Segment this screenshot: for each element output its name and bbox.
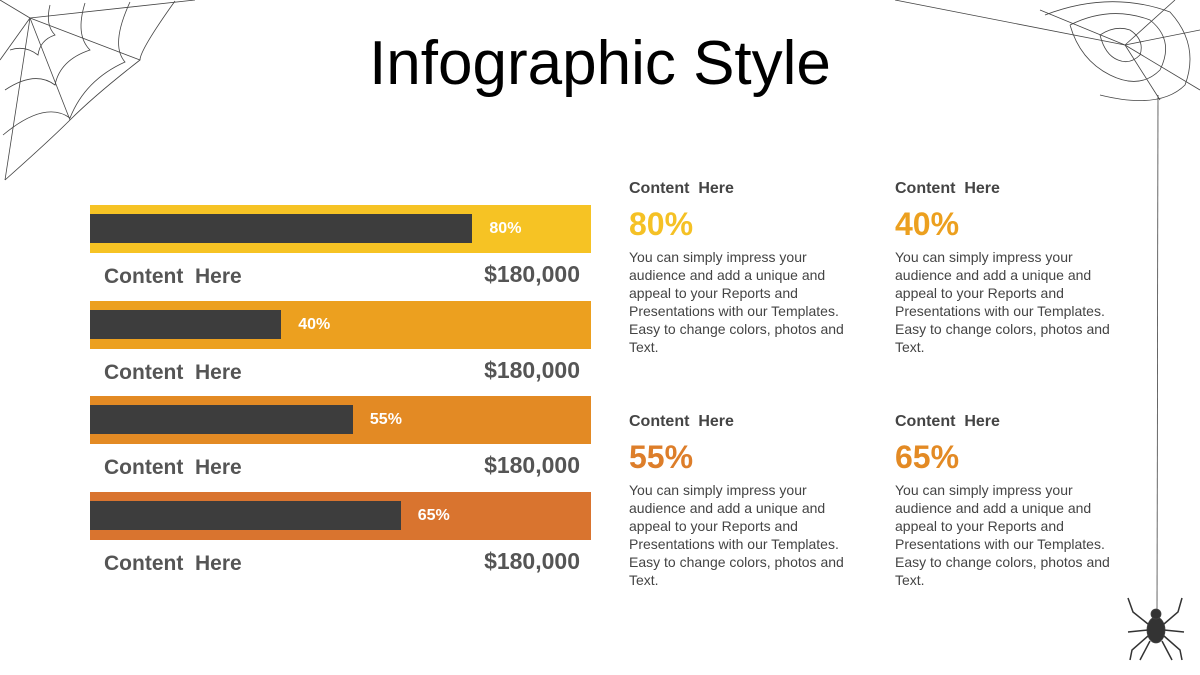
row-amount: $180,000 — [484, 452, 580, 478]
card-heading: Content Here — [629, 180, 734, 197]
info-card: Content Here 55% You can simply impress yo… — [629, 413, 854, 589]
bar-value-label: 65% — [417, 506, 450, 524]
info-card: Content Here 40% You can simply impress yo… — [895, 180, 1120, 356]
spider — [1127, 94, 1185, 661]
bar-fill — [90, 214, 473, 243]
card-text: You can simply impress your audience and… — [895, 249, 1110, 355]
info-card: Content Here 80% You can simply impress yo… — [629, 180, 854, 356]
card-percent: 80% — [629, 206, 694, 242]
bar-fill — [90, 500, 401, 530]
card-heading: Content Here — [895, 180, 1000, 197]
bar-band: 80% — [90, 205, 591, 253]
row-amount: $180,000 — [484, 261, 580, 287]
card-text: You can simply impress your audience and… — [895, 482, 1110, 588]
card-heading: Content Here — [629, 413, 734, 430]
card-text: You can simply impress your audience and… — [629, 482, 844, 588]
card-percent: 65% — [895, 439, 960, 475]
row-label: Content Here — [104, 265, 242, 288]
bar-value-label: 80% — [489, 220, 522, 237]
row-label: Content Here — [104, 551, 242, 575]
bar-fill — [90, 405, 353, 434]
bar-fill — [90, 309, 282, 339]
card-text: You can simply impress your audience and… — [629, 249, 844, 355]
row-amount: $180,000 — [484, 356, 580, 383]
card-heading: Content Here — [895, 413, 1000, 430]
row-label: Content Here — [104, 360, 242, 384]
bar-band: 55% — [90, 396, 591, 444]
info-card: Content Here 65% You can simply impress yo… — [895, 413, 1120, 589]
bar-band: 40% — [90, 300, 591, 349]
row-label: Content Here — [104, 456, 242, 479]
card-percent: 40% — [895, 206, 960, 242]
slide-title: Infographic Style — [369, 29, 831, 98]
row-amount: $180,000 — [484, 547, 580, 574]
bar-band: 65% — [90, 491, 591, 540]
card-percent: 55% — [629, 439, 694, 475]
bar-value-label: 40% — [298, 315, 331, 333]
bar-value-label: 55% — [369, 411, 402, 428]
